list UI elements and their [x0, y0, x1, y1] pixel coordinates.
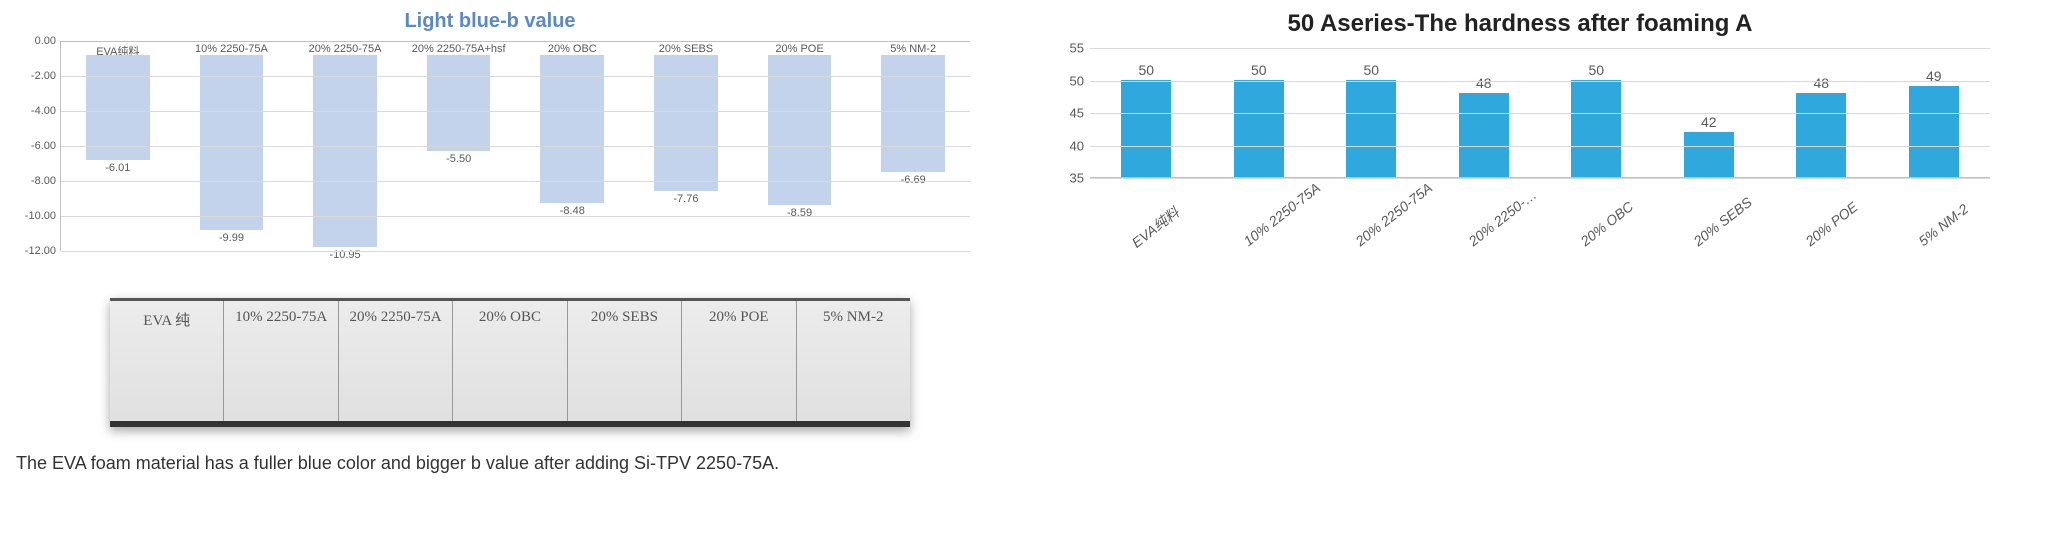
right-chart-ytick: 35: [1070, 171, 1084, 186]
right-chart-bar: [1346, 80, 1396, 178]
left-chart-gridline: [61, 111, 970, 112]
right-chart: 50 Aseries-The hardness after foaming A …: [1050, 10, 1990, 206]
right-chart-ytick: 50: [1070, 73, 1084, 88]
left-chart-area: EVA纯料-6.0110% 2250-75A-9.9920% 2250-75A-…: [60, 41, 970, 251]
right-chart-yaxis: 5550454035: [1050, 48, 1090, 178]
left-chart-bar: [768, 55, 832, 205]
right-chart-category-label: 20% OBC: [1573, 175, 1661, 252]
right-chart-value-label: 50: [1138, 62, 1154, 78]
right-chart-value-label: 50: [1588, 62, 1604, 78]
right-chart-value-label: 48: [1476, 75, 1492, 91]
right-chart-category-label: 20% POE: [1798, 175, 1886, 252]
left-chart-category-label: 20% 2250-75A+hsf: [412, 43, 506, 55]
right-chart-value-label: 48: [1813, 75, 1829, 91]
left-chart-ytick: -10.00: [25, 210, 56, 222]
left-chart-gridline: [61, 216, 970, 217]
right-chart-value-label: 42: [1701, 114, 1717, 130]
right-chart-gridline: [1090, 113, 1990, 114]
right-chart-bar: [1459, 93, 1509, 178]
right-chart-value-label: 50: [1251, 62, 1267, 78]
right-chart-value-label: 50: [1363, 62, 1379, 78]
right-chart-bar: [1571, 80, 1621, 178]
left-chart-category-label: 10% 2250-75A: [195, 43, 268, 55]
left-chart-ytick: -8.00: [31, 175, 56, 187]
left-chart-category-label: 20% SEBS: [659, 43, 713, 55]
left-chart-gridline: [61, 251, 970, 252]
left-chart-bar: [881, 55, 945, 172]
left-chart-bar: [86, 55, 150, 160]
right-chart-bar: [1234, 80, 1284, 178]
sample-tile: 20% OBC: [453, 301, 567, 421]
right-chart-gridline: [1090, 81, 1990, 82]
left-chart-category-label: 20% 2250-75A: [309, 43, 382, 55]
left-chart-yaxis: 0.00-2.00-4.00-6.00-8.00-10.00-12.00: [10, 41, 60, 251]
right-chart-bar: [1796, 93, 1846, 178]
left-chart-gridline: [61, 181, 970, 182]
right-chart-gridline: [1090, 146, 1990, 147]
left-chart-gridline: [61, 146, 970, 147]
left-panel: Light blue-b value 0.00 -2.00 -4.00 -6.00 -8…: [0, 0, 990, 560]
left-chart-ytick: -6.00: [31, 140, 56, 152]
right-chart-gridline: [1090, 48, 1990, 49]
right-chart-category-label: 20% SEBS: [1685, 175, 1773, 252]
left-chart-ytick: -12.00: [25, 245, 56, 257]
left-chart-ytick: -4.00: [31, 105, 56, 117]
right-chart-bar: [1909, 86, 1959, 177]
sample-tile: 5% NM-2: [797, 301, 910, 421]
right-panel: 50 Aseries-The hardness after foaming A …: [990, 0, 2020, 560]
page-container: Light blue-b value 0.00 -2.00 -4.00 -6.00 -8…: [0, 0, 2048, 560]
sample-tile: 10% 2250-75A: [224, 301, 338, 421]
left-chart: Light blue-b value 0.00 -2.00 -4.00 -6.00 -8…: [10, 10, 970, 280]
right-chart-category-label: EVA纯料: [1123, 175, 1211, 252]
right-chart-ytick: 55: [1070, 41, 1084, 56]
right-chart-category-label: 10% 2250-75A: [1235, 175, 1323, 252]
right-chart-xlabels: EVA纯料10% 2250-75A20% 2250-75A20% 2250-…2…: [1090, 178, 1990, 206]
left-chart-gridline: [61, 76, 970, 77]
left-chart-bar: [200, 55, 264, 230]
sample-tile: 20% 2250-75A: [339, 301, 453, 421]
caption-text: The EVA foam material has a fuller blue …: [10, 453, 990, 474]
right-chart-title: 50 Aseries-The hardness after foaming A: [1050, 10, 1990, 38]
left-chart-bar: [427, 55, 491, 151]
left-chart-category-label: 5% NM-2: [890, 43, 936, 55]
right-chart-gridline: [1090, 178, 1990, 179]
left-chart-value-label: -5.50: [446, 153, 471, 165]
left-chart-category-label: 20% OBC: [548, 43, 597, 55]
sample-tile: EVA 纯: [110, 301, 224, 421]
left-chart-gridline: [61, 41, 970, 42]
left-chart-value-label: -9.99: [219, 232, 244, 244]
left-chart-value-label: -8.59: [787, 207, 812, 219]
right-chart-bar: [1684, 132, 1734, 178]
left-chart-title: Light blue-b value: [10, 10, 970, 33]
right-chart-bar: [1121, 80, 1171, 178]
right-chart-category-label: 5% NM-2: [1910, 175, 1998, 252]
left-chart-value-label: -6.01: [105, 162, 130, 174]
right-chart-ytick: 45: [1070, 106, 1084, 121]
sample-strip: EVA 纯10% 2250-75A20% 2250-75A20% OBC20% …: [110, 298, 910, 427]
right-chart-category-label: 20% 2250-75A: [1348, 175, 1436, 252]
sample-tile: 20% POE: [682, 301, 796, 421]
right-chart-value-label: 49: [1926, 68, 1942, 84]
left-chart-value-label: -7.76: [673, 193, 698, 205]
left-chart-ytick: 0.00: [35, 35, 56, 47]
left-chart-plot: 0.00-2.00-4.00-6.00-8.00-10.00-12.00 EVA…: [10, 41, 970, 251]
right-chart-area: 50 50 50 48 50 42 48 49: [1090, 48, 1990, 178]
left-chart-category-label: 20% POE: [775, 43, 823, 55]
left-chart-bar: [313, 55, 377, 247]
left-chart-ytick: -2.00: [31, 70, 56, 82]
sample-tile: 20% SEBS: [568, 301, 682, 421]
right-chart-category-label: 20% 2250-…: [1460, 175, 1548, 252]
right-chart-ytick: 40: [1070, 138, 1084, 153]
